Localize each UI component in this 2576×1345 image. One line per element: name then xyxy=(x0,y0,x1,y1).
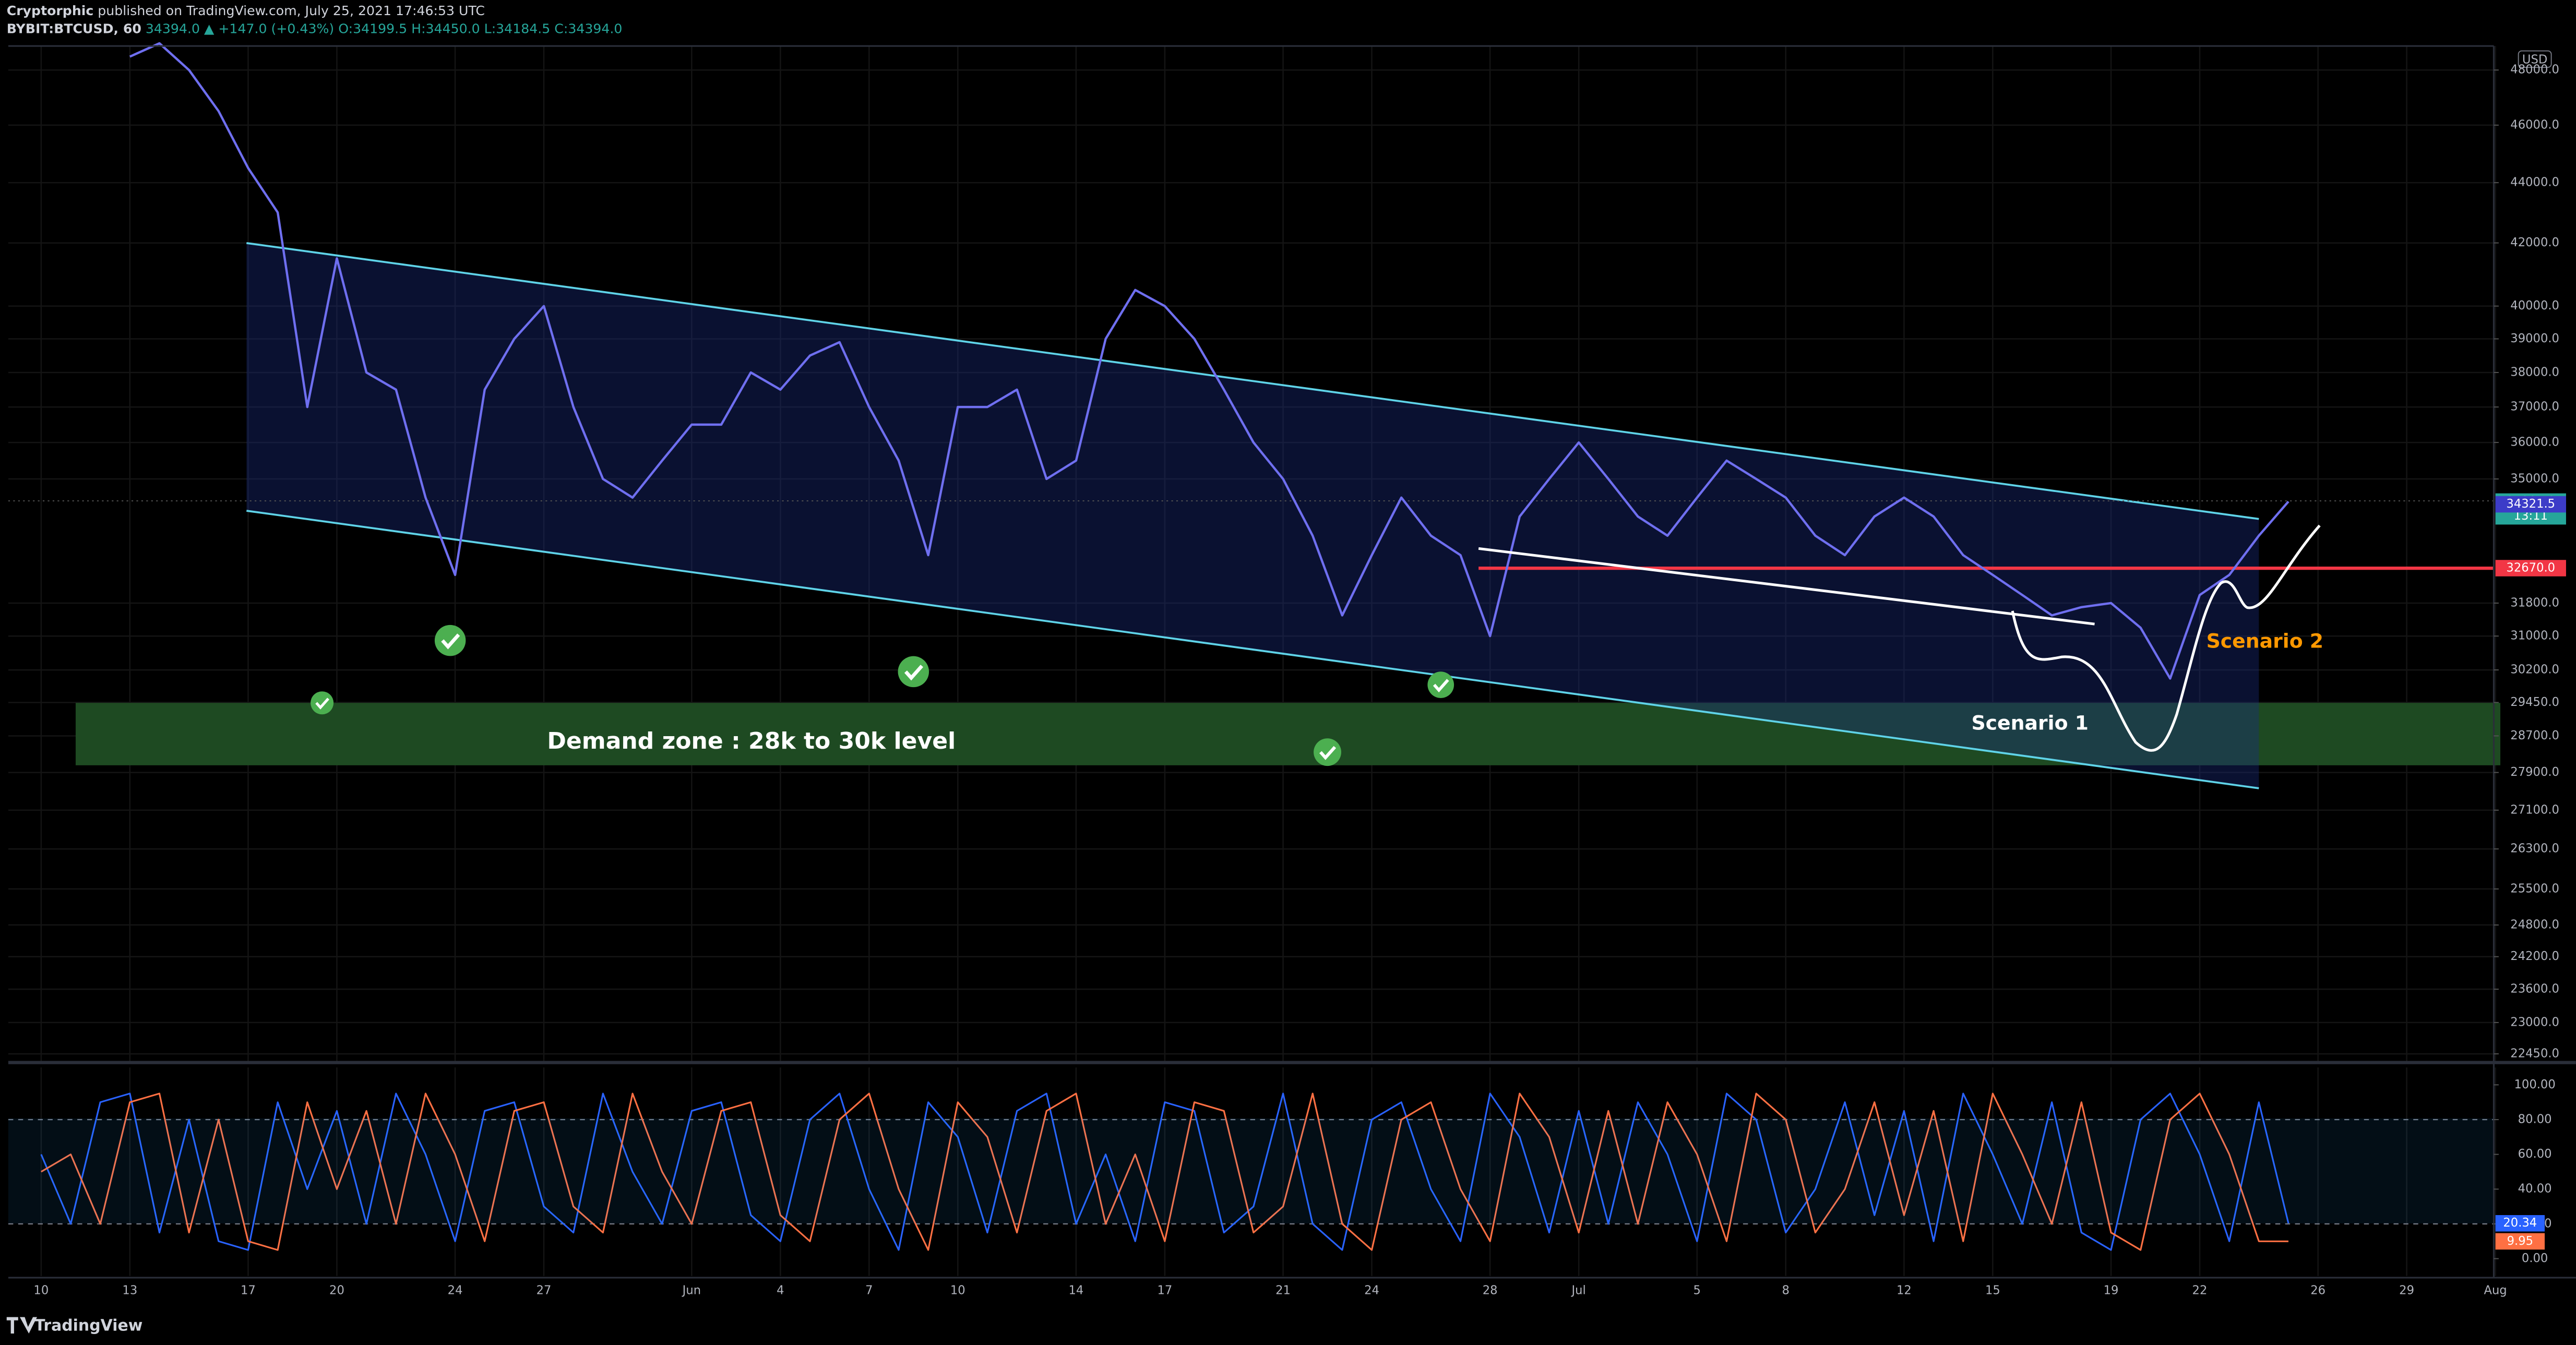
x-tick-label: 8 xyxy=(1782,1284,1790,1298)
x-tick-label: 10 xyxy=(33,1284,49,1298)
demand-zone xyxy=(75,703,2501,765)
grid xyxy=(8,46,2496,1276)
y-tick-label: 27100.0 xyxy=(2510,803,2559,816)
y-tick-label: 100.00 xyxy=(2514,1078,2555,1091)
x-tick-label: 4 xyxy=(777,1284,784,1298)
x-tick-label: 7 xyxy=(865,1284,873,1298)
check xyxy=(434,625,466,656)
brand: TradingView xyxy=(34,1316,142,1335)
value-label: 9.95 xyxy=(2507,1234,2533,1248)
y-tick-label: 22450.0 xyxy=(2510,1047,2559,1060)
series-line xyxy=(41,1092,2288,1251)
channel-bottom xyxy=(246,510,2259,789)
check xyxy=(898,656,929,688)
y-tick-label: 44000.0 xyxy=(2510,176,2559,189)
check xyxy=(1314,738,1341,766)
price-label-box xyxy=(2495,496,2566,513)
ohlc: O:34199.5 H:34450.0 L:34184.5 C:34394.0 xyxy=(338,21,622,37)
y-tick-label: 36000.0 xyxy=(2510,436,2559,449)
y-tick-label: 40.00 xyxy=(2518,1182,2552,1196)
y-tick-label: 29450.0 xyxy=(2510,695,2559,709)
y-tick-label: 46000.0 xyxy=(2510,118,2559,131)
channel-top xyxy=(246,242,2259,520)
published: published on TradingView.com, July 25, 2… xyxy=(98,3,485,18)
y-tick-label: 31000.0 xyxy=(2510,629,2559,643)
y-tick-label: 25500.0 xyxy=(2510,882,2559,895)
x-tick-label: 20 xyxy=(329,1284,344,1298)
stoch-band xyxy=(8,1118,2494,1224)
y-tick-label: 24800.0 xyxy=(2510,918,2559,931)
x-tick-label: 12 xyxy=(1897,1284,1912,1298)
x-tick-label: 14 xyxy=(1069,1284,1084,1298)
currency-box xyxy=(2518,50,2552,68)
y-tick-label: 31800.0 xyxy=(2510,596,2559,609)
check xyxy=(311,691,334,715)
price-label: 32670.0 xyxy=(2506,561,2555,574)
symbol: BYBIT:BTCUSD, 60 xyxy=(7,21,141,37)
channel xyxy=(246,243,2259,788)
y-tick-label: 39000.0 xyxy=(2510,332,2559,345)
annotation: Scenario 1 xyxy=(1971,712,2089,735)
y-tick-label: 27900.0 xyxy=(2510,765,2559,779)
axes: 10 13 17 20 24 27 Jun 4 7 10 14 17 21 24 28 Jul 5 8 12 15 19… xyxy=(33,63,2566,1298)
y-tick-label: 35000.0 xyxy=(2510,472,2559,486)
x-tick-label: Jun xyxy=(682,1284,701,1298)
x-tick-label: 17 xyxy=(241,1284,256,1298)
header-line: Cryptorphic published on TradingView.com… xyxy=(7,3,485,18)
x-tick-label: 5 xyxy=(1694,1284,1701,1298)
price-label-box xyxy=(2495,560,2566,577)
x-tick-label: 10 xyxy=(950,1284,965,1298)
x-tick-label: 24 xyxy=(1364,1284,1379,1298)
logo xyxy=(6,1317,37,1334)
y-tick-label: 30200.0 xyxy=(2510,663,2559,677)
currency: USD xyxy=(2522,53,2547,66)
y-tick-label: 42000.0 xyxy=(2510,236,2559,249)
series-line xyxy=(129,42,2289,680)
x-tick-label: 17 xyxy=(1157,1284,1172,1298)
x-tick-label: 29 xyxy=(2399,1284,2414,1298)
y-tick-label: 38000.0 xyxy=(2510,365,2559,379)
y-tick-label: 60.00 xyxy=(2518,1147,2552,1161)
value-label-box xyxy=(2495,1233,2545,1250)
x-tick-label: 13 xyxy=(122,1284,137,1298)
y-tick-label: 40000.0 xyxy=(2510,299,2559,313)
value-label: 20.34 xyxy=(2503,1216,2537,1230)
y-tick-label: 0.00 xyxy=(2522,1252,2548,1265)
footer xyxy=(0,1305,2576,1345)
header-line: BYBIT:BTCUSD, 60 34394.0 ▲ +147.0 (+0.43… xyxy=(7,21,623,37)
y-tick-label: 23000.0 xyxy=(2510,1015,2559,1029)
x-tick-label: 28 xyxy=(1483,1284,1498,1298)
x-tick-label: 27 xyxy=(536,1284,552,1298)
x-tick-label: 24 xyxy=(448,1284,463,1298)
change: ▲ +147.0 (+0.43%) xyxy=(204,21,334,37)
x-tick-label: Jul xyxy=(1570,1284,1585,1298)
y-tick-label: 26300.0 xyxy=(2510,842,2559,856)
y-tick-label: 23600.0 xyxy=(2510,982,2559,995)
price-label: 34321.5 xyxy=(2506,497,2555,511)
y-tick-label: 24200.0 xyxy=(2510,950,2559,963)
check xyxy=(1427,671,1454,698)
x-tick-label: 26 xyxy=(2310,1284,2325,1298)
x-tick-label: 22 xyxy=(2192,1284,2208,1298)
x-tick-label: 21 xyxy=(1275,1284,1291,1298)
publisher: Cryptorphic xyxy=(7,3,94,18)
annotation: Demand zone : 28k to 30k level xyxy=(547,728,956,754)
scenario-path xyxy=(2011,524,2321,752)
trend-line xyxy=(1478,547,2095,626)
y-tick-label: 37000.0 xyxy=(2510,400,2559,414)
x-tick-label: 15 xyxy=(1985,1284,2000,1298)
plot xyxy=(40,42,2289,1251)
x-tick-label: 19 xyxy=(2104,1284,2119,1298)
check-marks xyxy=(311,625,1454,766)
last: 34394.0 xyxy=(146,21,200,37)
value-label-box xyxy=(2495,1215,2545,1232)
annotation: Scenario 2 xyxy=(2207,629,2324,652)
y-tick-label: 80.00 xyxy=(2518,1112,2552,1126)
y-tick-label: 28700.0 xyxy=(2510,729,2559,742)
y-tick-label: 48000.0 xyxy=(2510,63,2559,77)
x-tick-label: Aug xyxy=(2484,1284,2507,1298)
